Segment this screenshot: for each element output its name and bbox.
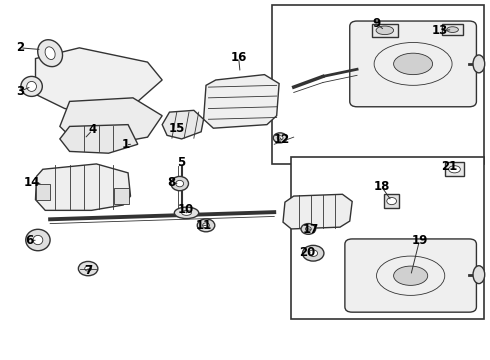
Text: 19: 19 (411, 234, 428, 247)
Ellipse shape (171, 176, 189, 191)
Ellipse shape (33, 235, 43, 245)
Polygon shape (60, 125, 138, 153)
Ellipse shape (202, 223, 209, 228)
Text: 2: 2 (16, 41, 24, 54)
Ellipse shape (26, 229, 50, 251)
Bar (36, 184, 50, 200)
Text: 8: 8 (167, 176, 175, 189)
Text: 7: 7 (84, 264, 92, 276)
Ellipse shape (21, 76, 42, 96)
Ellipse shape (309, 250, 318, 256)
Ellipse shape (176, 180, 184, 187)
Ellipse shape (376, 26, 393, 35)
Ellipse shape (174, 207, 199, 219)
Text: 9: 9 (372, 17, 381, 30)
Ellipse shape (302, 246, 324, 261)
Polygon shape (162, 111, 203, 139)
Text: 11: 11 (196, 219, 212, 232)
Ellipse shape (447, 27, 459, 32)
Text: 3: 3 (16, 85, 24, 98)
Ellipse shape (38, 40, 63, 67)
Ellipse shape (273, 133, 287, 143)
Ellipse shape (85, 266, 92, 271)
Bar (272, 5, 484, 164)
Bar (384, 194, 399, 208)
Ellipse shape (182, 210, 192, 215)
Ellipse shape (277, 136, 283, 140)
Ellipse shape (305, 227, 311, 231)
Text: 16: 16 (230, 51, 247, 64)
Polygon shape (203, 75, 279, 128)
Ellipse shape (27, 81, 36, 91)
Polygon shape (35, 48, 162, 112)
FancyBboxPatch shape (345, 239, 476, 312)
Text: 6: 6 (25, 234, 34, 247)
FancyBboxPatch shape (350, 21, 476, 107)
Ellipse shape (78, 261, 98, 276)
Ellipse shape (301, 224, 316, 234)
Ellipse shape (393, 53, 433, 75)
Polygon shape (60, 98, 162, 144)
Ellipse shape (473, 55, 485, 73)
Bar (445, 162, 464, 176)
Polygon shape (283, 194, 352, 229)
Bar (372, 23, 398, 37)
Text: 1: 1 (122, 139, 130, 152)
Text: 4: 4 (88, 123, 97, 136)
Text: 15: 15 (169, 122, 185, 135)
Text: 14: 14 (24, 176, 40, 189)
Text: 5: 5 (177, 156, 186, 169)
Text: 10: 10 (177, 203, 194, 216)
Bar (291, 157, 484, 319)
Ellipse shape (473, 266, 485, 284)
Text: 12: 12 (273, 133, 290, 146)
Bar (442, 24, 463, 35)
Text: 17: 17 (303, 223, 319, 236)
Ellipse shape (387, 198, 396, 204)
Text: 21: 21 (441, 160, 458, 173)
Text: 13: 13 (432, 24, 448, 37)
Bar (115, 188, 129, 204)
Text: 20: 20 (299, 246, 316, 259)
Polygon shape (35, 164, 130, 210)
Ellipse shape (393, 266, 428, 285)
Ellipse shape (45, 47, 55, 59)
Ellipse shape (449, 166, 460, 173)
Text: 18: 18 (373, 180, 390, 193)
Ellipse shape (197, 219, 215, 232)
